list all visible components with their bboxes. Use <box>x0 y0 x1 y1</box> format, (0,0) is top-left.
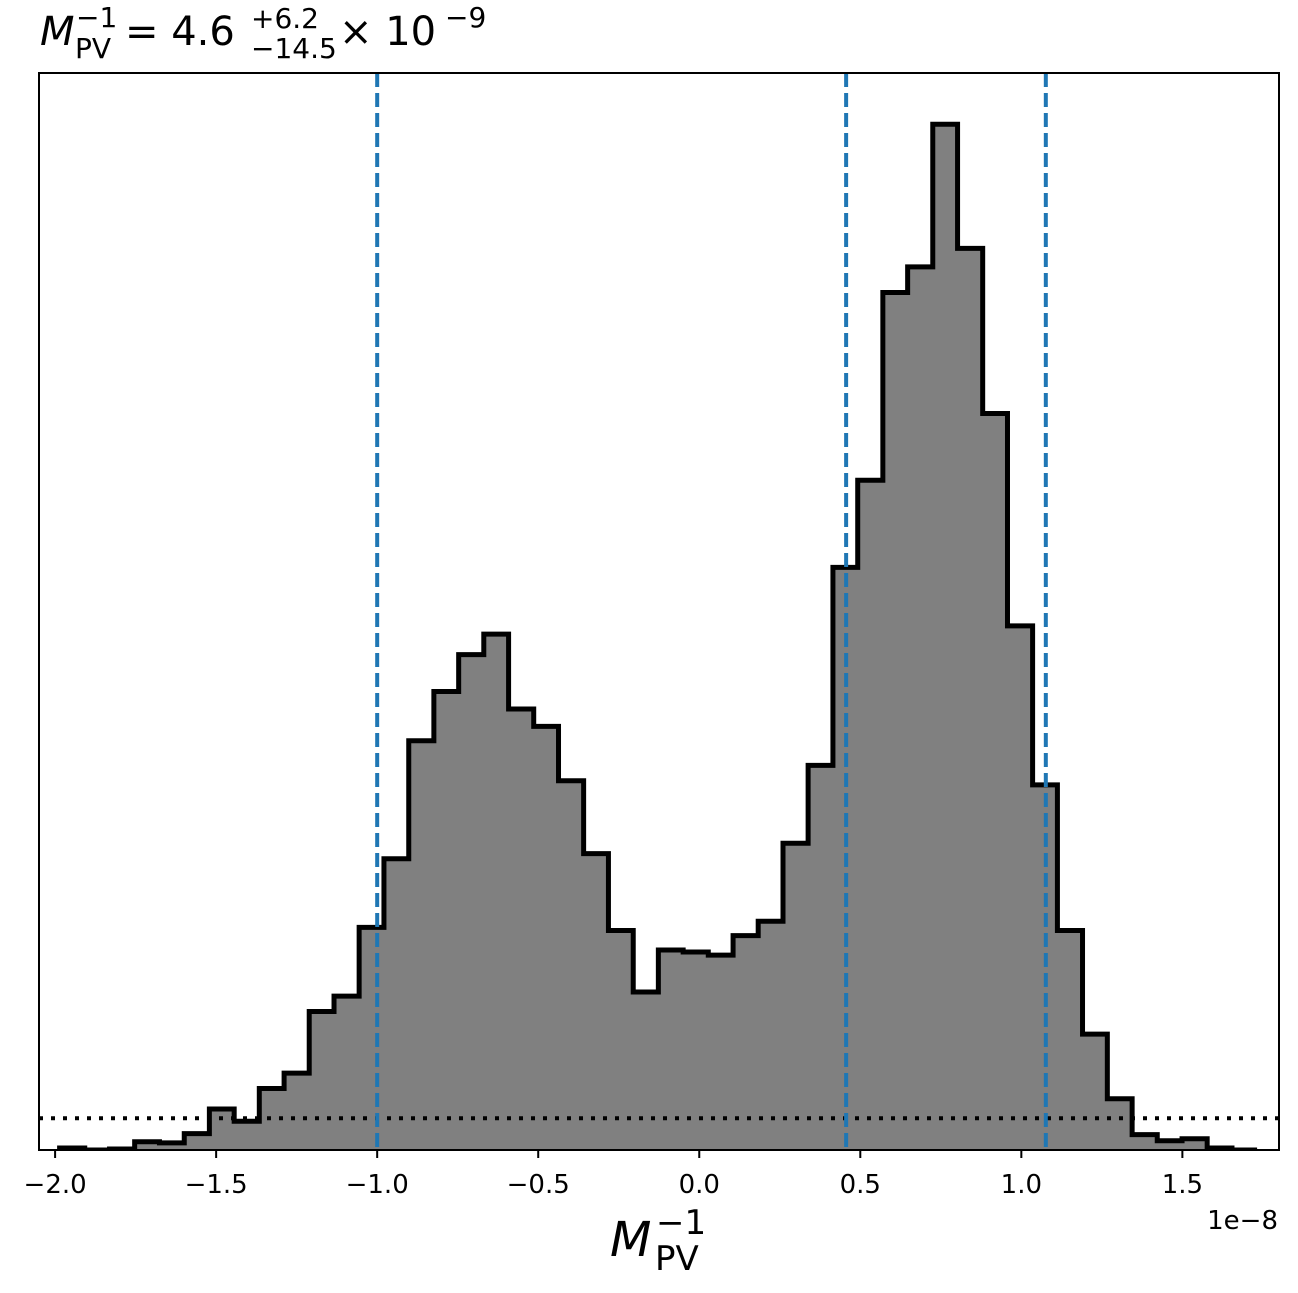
x-axis-offset-text: 1e−8 <box>1207 1206 1278 1236</box>
histogram-bar <box>758 921 784 1150</box>
histogram-bar <box>134 1141 161 1150</box>
histogram-bar <box>583 853 610 1150</box>
histogram-bar <box>658 949 684 1150</box>
x-axis-label: M PV−1 <box>610 1203 706 1279</box>
xlabel-superscript: −1 <box>656 1203 706 1243</box>
title-exponent: −9 <box>445 1 486 34</box>
histogram-bar <box>982 413 1009 1150</box>
histogram-bar <box>783 843 809 1150</box>
histogram-bar <box>334 996 360 1150</box>
xlabel-subscript: PV <box>655 1239 699 1279</box>
title-upper-error: +6.2 <box>251 2 319 35</box>
histogram-bar <box>882 292 909 1150</box>
histogram-bar <box>184 1133 210 1150</box>
title-superscript: −1 <box>76 1 117 34</box>
histogram-bar <box>1157 1140 1183 1150</box>
title-symbol: M <box>40 9 75 55</box>
histogram-bar <box>1182 1138 1208 1150</box>
histogram-bar <box>1132 1134 1158 1150</box>
x-axis-ticks: −2.0 −1.5 −1.0 −0.5 0.0 0.5 1.0 1.5 <box>24 1150 1203 1200</box>
title-scale: × 10 <box>339 9 436 55</box>
histogram-bar <box>1107 1098 1133 1150</box>
plot-frame <box>38 72 1280 1151</box>
chart-title: M PV−1 = 4.6 +6.2−14.5 × 10 −9 <box>40 1 486 65</box>
x-tick-label: 0.5 <box>840 1170 881 1200</box>
histogram-bar <box>932 124 959 1150</box>
histogram-bar <box>234 1121 260 1150</box>
histogram-bar <box>608 930 634 1150</box>
x-tick-label: 0.0 <box>679 1170 720 1200</box>
histogram-bar <box>483 634 510 1150</box>
histogram-bar <box>1082 1034 1108 1150</box>
plot-area <box>38 72 1280 1151</box>
histogram-bar <box>433 691 460 1150</box>
histogram-bar <box>508 708 535 1150</box>
title-lower-error: −14.5 <box>251 32 337 65</box>
histogram-bar <box>408 740 435 1150</box>
histogram-bar <box>808 765 834 1150</box>
histogram-bar <box>309 1011 335 1150</box>
histogram-bar <box>907 266 934 1150</box>
histogram-outline <box>57 121 1258 1150</box>
histogram-bar <box>558 780 585 1150</box>
x-tick-label: −2.0 <box>24 1170 87 1200</box>
histogram-bar <box>209 1108 235 1150</box>
histogram-bar <box>733 935 759 1150</box>
xlabel-symbol: M <box>610 1212 651 1268</box>
x-tick-label: 1.0 <box>1001 1170 1042 1200</box>
plot-content <box>39 73 1279 1150</box>
title-value: = 4.6 <box>125 9 235 55</box>
histogram-bar <box>383 858 410 1150</box>
histogram-bar <box>857 480 884 1150</box>
x-tick-label: −0.5 <box>507 1170 570 1200</box>
histogram-bar <box>533 726 560 1150</box>
histogram-bar <box>708 955 734 1150</box>
histogram-bar <box>633 992 659 1150</box>
histogram-bar <box>683 952 709 1150</box>
histogram-bar <box>957 248 984 1150</box>
histogram-bar <box>159 1142 185 1150</box>
x-tick-label: −1.0 <box>346 1170 409 1200</box>
histogram-bar <box>1057 930 1084 1150</box>
histogram-bar <box>284 1073 310 1150</box>
x-tick-label: −1.5 <box>185 1170 248 1200</box>
histogram-bar <box>359 927 385 1150</box>
histogram-bar <box>458 654 485 1150</box>
title-subscript: PV <box>75 32 111 65</box>
x-tick-label: 1.5 <box>1162 1170 1203 1200</box>
histogram-bar <box>1007 625 1034 1150</box>
